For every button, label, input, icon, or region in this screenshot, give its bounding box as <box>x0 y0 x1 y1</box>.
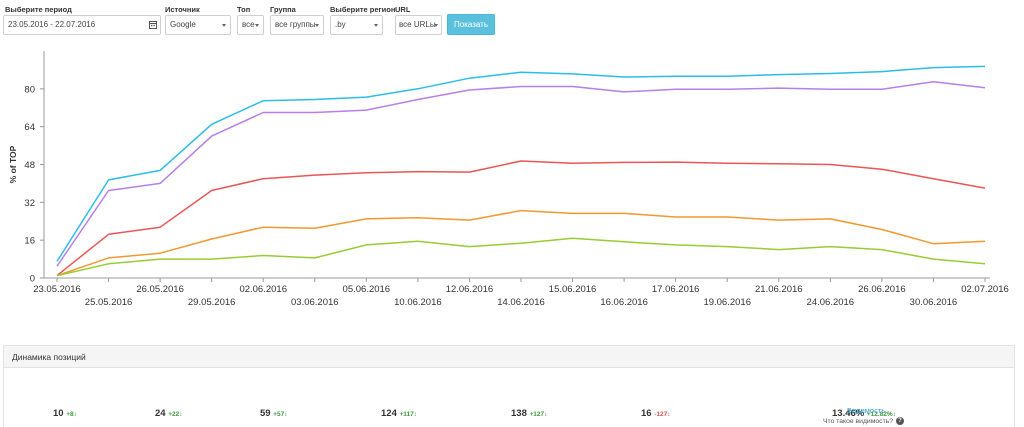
stat-number: 24 <box>155 408 169 419</box>
x-tick-label: 02.07.2016 <box>961 284 1009 295</box>
x-tick-label: 26.05.2016 <box>136 284 184 295</box>
top-value: все <box>242 20 255 29</box>
stat-delta: +127↕ <box>529 411 548 418</box>
period-label: Выберите период <box>5 5 72 14</box>
x-tick-label: 10.06.2016 <box>394 297 442 308</box>
x-tick-label: 21.06.2016 <box>755 284 803 295</box>
series-line-5 <box>56 237 986 277</box>
stat-number: 124 <box>381 408 400 419</box>
chevron-down-icon <box>374 24 378 27</box>
url-select[interactable]: все URLы <box>395 15 442 35</box>
chevron-down-icon <box>434 24 438 27</box>
stat-number: 16 <box>641 408 655 419</box>
stat-value: 10 +8↕ <box>53 408 77 419</box>
stat-value: 124 +117↕ <box>381 408 417 419</box>
source-value: Google <box>170 20 196 29</box>
series-line-2 <box>56 80 986 267</box>
chevron-down-icon <box>222 24 226 27</box>
stat-number: 13.46% <box>832 408 867 419</box>
chevron-down-icon <box>255 24 259 27</box>
x-tick-label: 29.05.2016 <box>188 297 236 308</box>
x-tick-label: 24.06.2016 <box>807 297 855 308</box>
y-tick-label: 32 <box>24 198 35 209</box>
url-label: URL <box>395 5 411 14</box>
show-button[interactable]: Показать <box>447 14 495 35</box>
series-line-3 <box>56 160 986 277</box>
stat-delta: -127↕ <box>654 411 671 418</box>
x-tick-label: 02.06.2016 <box>239 284 287 295</box>
region-value: .by <box>335 20 346 29</box>
y-tick-label: 16 <box>24 236 35 247</box>
stat-delta: +57↕ <box>273 411 288 418</box>
stat-value: 59 +57↕ <box>260 408 288 419</box>
positions-chart: 0 16 32 48 64 80% of TOP 23.05.2016 25.05.2016 2… <box>0 40 1024 310</box>
dynamics-panel: Динамика позиций 10 +8↕В ТОП 324 +22↕В Т… <box>3 345 1015 427</box>
x-tick-label: 23.05.2016 <box>33 284 81 295</box>
stat-delta: +8↕ <box>66 411 77 418</box>
calendar-icon[interactable] <box>147 15 161 35</box>
region-label: Выберите регион <box>330 5 396 14</box>
series-line-4 <box>56 209 986 277</box>
filters-bar: Выберите период 23.05.2016 - 22.07.2016 … <box>0 0 1024 40</box>
stat-value: 13.46% +12.82%↕ <box>832 408 896 419</box>
x-tick-label: 14.06.2016 <box>497 297 545 308</box>
x-tick-label: 03.06.2016 <box>291 297 339 308</box>
x-tick-label: 05.06.2016 <box>343 284 391 295</box>
period-input[interactable]: 23.05.2016 - 22.07.2016 <box>3 15 148 35</box>
question-circle-icon[interactable]: ? <box>896 417 905 425</box>
region-select[interactable]: .by <box>330 15 383 35</box>
visibility-link[interactable]: Видимость <box>847 406 886 415</box>
source-label: Источник <box>165 5 200 14</box>
x-tick-label: 17.06.2016 <box>652 284 700 295</box>
stat-delta: +22↕ <box>168 411 183 418</box>
y-tick-label: 80 <box>24 84 35 95</box>
panel-title: Динамика позиций <box>4 346 1014 368</box>
visibility-question[interactable]: Что такое видимость?? <box>823 417 905 425</box>
x-tick-label: 16.06.2016 <box>600 297 648 308</box>
x-tick-label: 26.06.2016 <box>858 284 906 295</box>
y-tick-label: 0 <box>30 274 35 285</box>
stat-delta: +117↕ <box>399 411 418 418</box>
x-tick-label: 30.06.2016 <box>910 297 958 308</box>
source-select[interactable]: Google <box>165 15 231 35</box>
x-tick-label: 19.06.2016 <box>703 297 751 308</box>
top-select[interactable]: все <box>237 15 264 35</box>
top-label: Топ <box>237 5 251 14</box>
url-value: все URLы <box>399 20 436 29</box>
group-label: Группа <box>270 5 296 14</box>
chevron-down-icon <box>315 24 319 27</box>
group-value: все группы <box>275 20 316 29</box>
visibility-question-text: Что такое видимость? <box>823 417 894 425</box>
x-tick-label: 15.06.2016 <box>549 284 597 295</box>
stat-value: 138 +127↕ <box>511 408 547 419</box>
group-select[interactable]: все группы <box>270 15 324 35</box>
y-axis-title: % of TOP <box>8 145 18 183</box>
series-line-1 <box>56 65 986 262</box>
stat-number: 138 <box>511 408 530 419</box>
y-tick-label: 48 <box>24 160 35 171</box>
stat-number: 59 <box>260 408 274 419</box>
stat-value: 16 -127↕ <box>641 408 670 419</box>
stat-value: 24 +22↕ <box>155 408 183 419</box>
stat-number: 10 <box>53 408 67 419</box>
stat-delta: +12.82%↕ <box>866 411 896 418</box>
y-tick-label: 64 <box>24 122 35 133</box>
x-tick-label: 12.06.2016 <box>446 284 494 295</box>
x-tick-label: 25.05.2016 <box>85 297 133 308</box>
